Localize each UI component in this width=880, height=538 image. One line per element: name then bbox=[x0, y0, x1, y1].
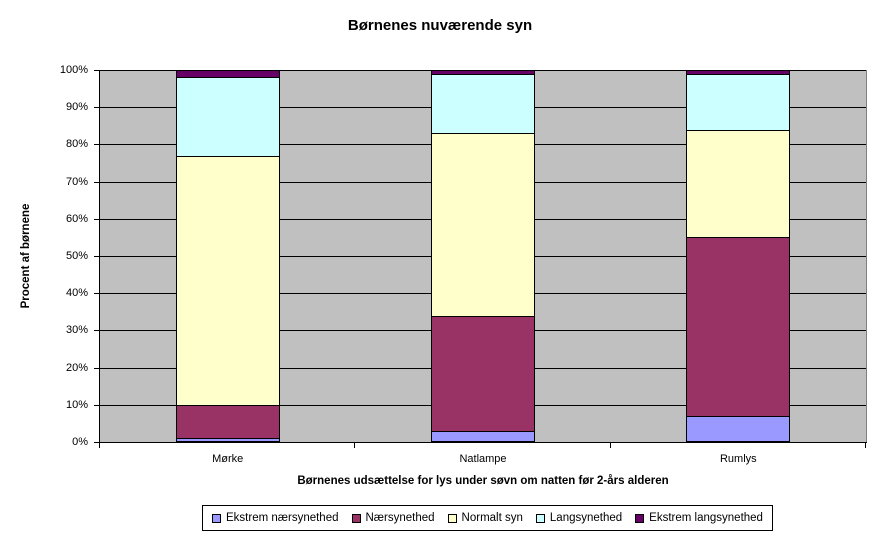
x-axis-tick bbox=[609, 443, 611, 448]
category-label: Rumlys bbox=[719, 453, 757, 465]
category-label: Natlampe bbox=[459, 453, 507, 465]
legend: Ekstrem nærsynethed Nærsynethed Normalt sy… bbox=[202, 505, 773, 531]
legend-swatch-icon bbox=[447, 513, 457, 523]
legend-item: Ekstrem nærsynethed bbox=[212, 512, 339, 524]
y-axis-tick bbox=[94, 144, 100, 146]
y-axis-tick bbox=[94, 70, 100, 71]
bar-segment-5 bbox=[175, 70, 280, 79]
chart-title: Børnenes nuværende syn bbox=[347, 17, 533, 34]
x-axis-tick bbox=[865, 443, 866, 448]
y-axis-tick-label: 10% bbox=[65, 398, 88, 411]
bar-segment-3 bbox=[175, 155, 280, 406]
bar-segment-5 bbox=[431, 70, 535, 75]
y-axis-tick-label: 20% bbox=[65, 361, 88, 374]
y-axis-tick bbox=[94, 367, 100, 369]
legend-label: Langsynethed bbox=[549, 512, 623, 524]
x-axis-line bbox=[99, 442, 867, 443]
legend-item: Nærsynethed bbox=[351, 512, 435, 524]
bar-segment-1 bbox=[686, 415, 791, 442]
bar-segment-2 bbox=[431, 315, 535, 432]
legend-item: Ekstrem langsynethed bbox=[635, 512, 763, 524]
y-axis-tick-label: 50% bbox=[65, 250, 88, 262]
y-axis-tick-label: 60% bbox=[65, 212, 88, 225]
legend-label: Normalt syn bbox=[461, 512, 523, 524]
y-axis-tick-label: 90% bbox=[65, 101, 88, 114]
y-axis-tick bbox=[94, 404, 100, 406]
y-axis-tick bbox=[94, 293, 100, 295]
legend-swatch-icon bbox=[212, 513, 221, 523]
legend-item: Langsynethed bbox=[535, 512, 623, 524]
legend-swatch-icon bbox=[635, 513, 645, 523]
y-axis-tick bbox=[94, 442, 100, 443]
y-axis-tick-label: 30% bbox=[65, 324, 88, 337]
bar-segment-3 bbox=[686, 129, 791, 239]
bar-segment-4 bbox=[175, 77, 280, 157]
legend-swatch-icon bbox=[351, 513, 361, 523]
bar-segment-2 bbox=[686, 237, 791, 417]
y-axis-tick-label: 100% bbox=[59, 64, 88, 76]
y-axis-tick bbox=[94, 107, 100, 109]
y-axis-tick-label: 70% bbox=[65, 175, 88, 188]
x-axis-tick bbox=[354, 443, 356, 448]
bar-segment-3 bbox=[431, 133, 535, 317]
y-axis-tick-label: 40% bbox=[65, 287, 88, 300]
legend-item: Normalt syn bbox=[447, 512, 523, 524]
y-axis-tick bbox=[94, 256, 100, 257]
bar-segment-5 bbox=[686, 70, 791, 75]
y-axis-tick bbox=[94, 330, 100, 332]
legend-label: Ekstrem langsynethed bbox=[649, 512, 763, 524]
legend-label: Ekstrem nærsynethed bbox=[226, 512, 339, 524]
legend-swatch-icon bbox=[535, 513, 545, 523]
category-label: Mørke bbox=[212, 453, 244, 465]
y-axis-tick-label: 0% bbox=[72, 436, 88, 448]
bar-segment-1 bbox=[431, 430, 535, 442]
bar-segment-4 bbox=[431, 73, 535, 135]
bar-segment-2 bbox=[175, 404, 280, 440]
plot-area bbox=[100, 70, 867, 442]
y-axis-tick bbox=[94, 218, 100, 220]
bar-segment-4 bbox=[686, 73, 791, 131]
x-axis-tick bbox=[99, 443, 100, 448]
y-axis-tick-label: 80% bbox=[65, 138, 88, 151]
x-axis-title: Børnenes udsættelse for lys under søvn o… bbox=[297, 475, 669, 487]
legend-label: Nærsynethed bbox=[365, 512, 435, 524]
y-axis-tick bbox=[94, 181, 100, 183]
